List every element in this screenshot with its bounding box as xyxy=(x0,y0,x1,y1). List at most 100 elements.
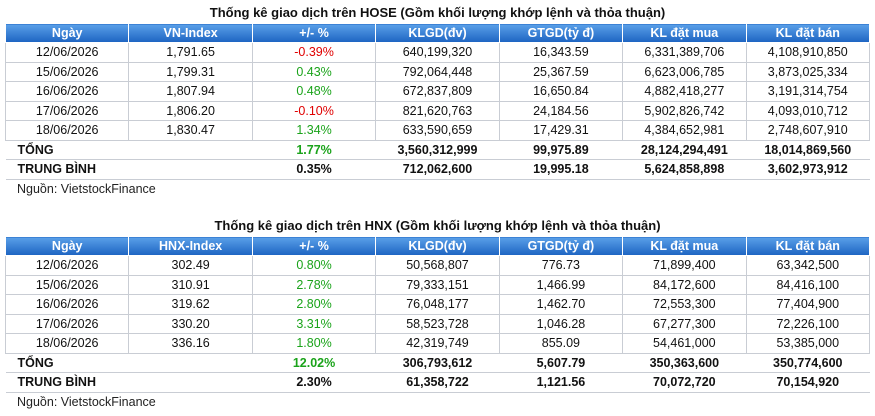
cell: 70,072,720 xyxy=(622,372,747,393)
source-note: Nguồn: VietstockFinance xyxy=(17,181,156,196)
cell: 84,416,100 xyxy=(745,274,871,295)
cell: 16,343.59 xyxy=(498,42,624,63)
cell: 1.34% xyxy=(251,120,377,141)
cell: 15/06/2026 xyxy=(4,61,130,82)
cell: 17/06/2026 xyxy=(4,100,130,121)
cell: 319.62 xyxy=(128,294,253,315)
cell: 15/06/2026 xyxy=(4,274,130,295)
cell xyxy=(128,352,253,373)
header-cell: Ngày xyxy=(4,23,130,43)
cell: 4,108,910,850 xyxy=(745,42,871,63)
cell: 336.16 xyxy=(128,333,253,354)
cell: 61,358,722 xyxy=(375,372,500,393)
data-row: 17/06/2026 1,806.20 -0.10% 821,620,763 24,18… xyxy=(4,100,871,121)
cell xyxy=(128,372,253,393)
data-row: 16/06/2026 319.62 2.80% 76,048,177 1,462.70 7… xyxy=(4,294,871,315)
cell: 302.49 xyxy=(128,255,253,276)
header-cell: KL đặt mua xyxy=(622,23,747,43)
cell: 640,199,320 xyxy=(375,42,500,63)
cell: 18/06/2026 xyxy=(4,333,130,354)
cell: 18/06/2026 xyxy=(4,120,130,141)
header-cell: GTGD(tỷ đ) xyxy=(498,23,624,43)
cell xyxy=(128,159,253,180)
source-note: Nguồn: VietstockFinance xyxy=(17,394,156,409)
table-title: Thống kê giao dịch trên HNX (Gồm khối lư… xyxy=(214,218,661,233)
header-cell: GTGD(tỷ đ) xyxy=(498,236,624,256)
table-block: Thống kê giao dịch trên HOSE (Gồm khối l… xyxy=(4,3,871,199)
header-cell: +/- % xyxy=(251,236,377,256)
cell: 821,620,763 xyxy=(375,100,500,121)
data-row: 15/06/2026 310.91 2.78% 79,333,151 1,466.99 8… xyxy=(4,274,871,295)
header-cell: Ngày xyxy=(4,236,130,256)
cell: 19,995.18 xyxy=(499,159,623,180)
cell: 1.77% xyxy=(252,139,376,160)
data-row: 12/06/2026 302.49 0.80% 50,568,807 776.73 71,… xyxy=(4,255,871,276)
header-row: Ngày VN-Index +/- % KLGD(đv) GTGD(tỷ đ) KL đặ… xyxy=(4,23,871,43)
summary-row: TRUNG BÌNH 0.35% 712,062,600 19,995.18 5,624… xyxy=(5,159,870,180)
cell: 0.43% xyxy=(251,61,377,82)
cell: 58,523,728 xyxy=(375,313,500,334)
data-row: 12/06/2026 1,791.65 -0.39% 640,199,320 16,34… xyxy=(4,42,871,63)
cell: 63,342,500 xyxy=(745,255,871,276)
cell: 12.02% xyxy=(252,352,376,373)
data-row: 17/06/2026 330.20 3.31% 58,523,728 1,046.28 6… xyxy=(4,313,871,334)
cell: 6,623,006,785 xyxy=(622,61,747,82)
cell: 99,975.89 xyxy=(499,139,623,160)
stats-table: Ngày HNX-Index +/- % KLGD(đv) GTGD(tỷ đ) KL đ… xyxy=(4,236,871,393)
cell: 12/06/2026 xyxy=(4,255,130,276)
cell: 350,363,600 xyxy=(622,352,747,373)
table-block: Thống kê giao dịch trên HNX (Gồm khối lư… xyxy=(4,216,871,412)
cell: 1,046.28 xyxy=(498,313,624,334)
cell: 3.31% xyxy=(251,313,377,334)
header-cell: KLGD(đv) xyxy=(375,236,500,256)
cell: 16/06/2026 xyxy=(4,294,130,315)
cell xyxy=(128,139,253,160)
cell: 776.73 xyxy=(498,255,624,276)
cell: 28,124,294,491 xyxy=(622,139,747,160)
cell: 53,385,000 xyxy=(745,333,871,354)
cell: 855.09 xyxy=(498,333,624,354)
cell: 1,791.65 xyxy=(128,42,253,63)
header-cell: HNX-Index xyxy=(128,236,253,256)
cell: 67,277,300 xyxy=(622,313,747,334)
header-cell: KLGD(đv) xyxy=(375,23,500,43)
cell: 3,873,025,334 xyxy=(745,61,871,82)
summary-row: TỔNG 1.77% 3,560,312,999 99,975.89 28,124,29… xyxy=(5,139,870,160)
cell: TRUNG BÌNH xyxy=(5,372,129,393)
data-row: 15/06/2026 1,799.31 0.43% 792,064,448 25,367… xyxy=(4,61,871,82)
cell: 1,806.20 xyxy=(128,100,253,121)
cell: -0.39% xyxy=(251,42,377,63)
cell: 4,093,010,712 xyxy=(745,100,871,121)
cell: 4,882,418,277 xyxy=(622,81,747,102)
cell: 17/06/2026 xyxy=(4,313,130,334)
cell: 54,461,000 xyxy=(622,333,747,354)
cell: 2.78% xyxy=(251,274,377,295)
cell: TRUNG BÌNH xyxy=(5,159,129,180)
cell: 71,899,400 xyxy=(622,255,747,276)
cell: 0.80% xyxy=(251,255,377,276)
cell: 712,062,600 xyxy=(375,159,500,180)
cell: 310.91 xyxy=(128,274,253,295)
cell: 1,830.47 xyxy=(128,120,253,141)
cell: 70,154,920 xyxy=(746,372,870,393)
cell: 1,807.94 xyxy=(128,81,253,102)
cell: 2.30% xyxy=(252,372,376,393)
cell: 84,172,600 xyxy=(622,274,747,295)
cell: 306,793,612 xyxy=(375,352,500,373)
header-cell: KL đặt bán xyxy=(745,236,871,256)
cell: 1,466.99 xyxy=(498,274,624,295)
table-title: Thống kê giao dịch trên HOSE (Gồm khối l… xyxy=(209,5,666,20)
cell: 3,602,973,912 xyxy=(746,159,870,180)
cell: 633,590,659 xyxy=(375,120,500,141)
cell: 6,331,389,706 xyxy=(622,42,747,63)
cell: 72,226,100 xyxy=(745,313,871,334)
data-row: 18/06/2026 1,830.47 1.34% 633,590,659 17,429… xyxy=(4,120,871,141)
cell: 5,607.79 xyxy=(499,352,623,373)
header-cell: +/- % xyxy=(251,23,377,43)
cell: 5,902,826,742 xyxy=(622,100,747,121)
cell: 12/06/2026 xyxy=(4,42,130,63)
cell: 50,568,807 xyxy=(375,255,500,276)
summary-row: TRUNG BÌNH 2.30% 61,358,722 1,121.56 70,072,… xyxy=(5,372,870,393)
cell: 350,774,600 xyxy=(746,352,870,373)
